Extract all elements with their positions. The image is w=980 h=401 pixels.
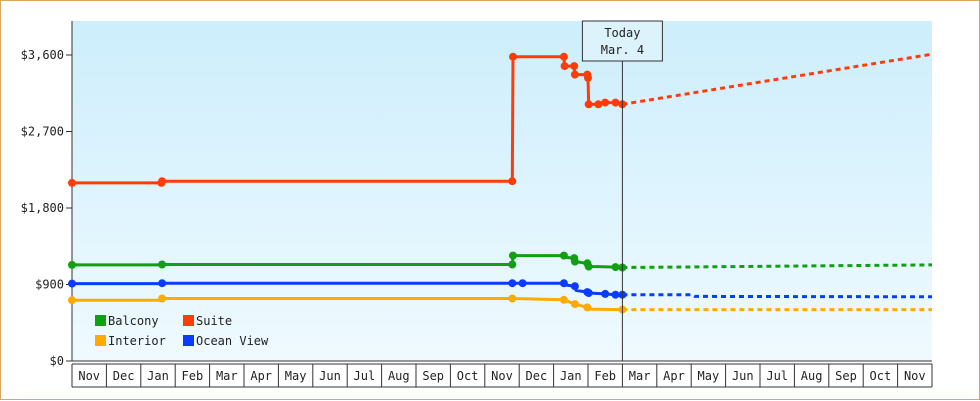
legend: Balcony Suite Interior Ocean View [95,314,269,348]
today-marker: Today Mar. 4 [581,20,663,361]
data-point[interactable] [611,263,620,272]
plot-area [72,21,932,361]
legend-label: Balcony [108,314,159,328]
x-tick-label: Dec [526,369,548,383]
x-tick-label: Sep [422,369,444,383]
x-tick-label: Mar [629,369,651,383]
data-point[interactable] [158,260,167,269]
data-point[interactable] [570,300,579,309]
series-interior [68,294,932,314]
legend-swatch [95,315,106,326]
data-point[interactable] [594,100,603,109]
forecast-line [622,52,933,106]
legend-label: Ocean View [196,334,269,348]
series-ocean-view [68,279,933,299]
x-tick-label: Apr [663,369,685,383]
y-tick-label: $900 [35,278,64,292]
data-point[interactable] [508,177,517,186]
x-tick-label: Jul [354,369,376,383]
data-point[interactable] [158,294,167,303]
data-point[interactable] [559,279,568,288]
x-tick-label: Aug [801,369,823,383]
data-point[interactable] [611,98,620,107]
data-point[interactable] [601,98,610,107]
data-point[interactable] [559,295,568,304]
legend-item-balcony[interactable]: Balcony [95,314,159,328]
data-point[interactable] [611,290,620,299]
x-tick-label: Nov [78,369,100,383]
x-axis: Nov Dec Jan Feb Mar Apr May Jun Jul Aug Sep Oct Nov D… [71,360,933,388]
legend-label: Interior [108,334,166,348]
data-point[interactable] [508,294,517,303]
data-point[interactable] [508,279,517,288]
data-point[interactable] [559,251,568,260]
legend-item-ocean-view[interactable]: Ocean View [183,334,269,348]
x-tick-label: Aug [388,369,410,383]
today-box [581,20,663,62]
data-point[interactable] [570,257,579,266]
data-point[interactable] [158,279,167,288]
legend-label: Suite [196,314,232,328]
legend-item-suite[interactable]: Suite [183,314,232,328]
y-tick-label: $2,700 [21,125,64,139]
x-tick-label: Jun [732,369,754,383]
x-tick-label: Apr [250,369,272,383]
data-point[interactable] [584,73,592,82]
legend-swatch [183,315,194,326]
today-label: Today [604,26,640,40]
y-tick-label: $3,600 [21,48,64,62]
x-tick-label: May [698,369,720,383]
x-tick-label: Sep [835,369,857,383]
data-point[interactable] [68,279,76,288]
legend-swatch [95,335,106,346]
y-axis: $0 $900 $1,800 $2,700 $3,600 [21,21,73,368]
data-point[interactable] [584,289,593,297]
data-point[interactable] [68,260,76,269]
data-point[interactable] [601,289,610,298]
legend-swatch [183,335,194,346]
data-point[interactable] [518,279,527,288]
forecast-line [622,293,933,299]
y-tick-label: $1,800 [21,201,64,215]
series-balcony [68,251,933,272]
x-tick-label: Feb [182,369,204,383]
x-tick-label: Oct [870,369,892,383]
data-point[interactable] [570,282,579,291]
x-tick-label: Jul [766,369,788,383]
data-point[interactable] [509,251,517,260]
today-date: Mar. 4 [601,43,644,57]
data-point[interactable] [158,177,167,186]
data-point[interactable] [583,303,592,312]
x-tick-label: Feb [594,369,616,383]
x-tick-label: Oct [457,369,479,383]
y-tick-label: $0 [50,354,64,368]
series-layer [68,52,933,314]
data-point[interactable] [570,70,579,79]
x-tick-label: Jan [147,369,169,383]
data-point[interactable] [570,62,579,71]
data-point[interactable] [68,178,76,187]
x-tick-label: Mar [216,369,238,383]
series-suite [68,52,933,187]
data-point[interactable] [559,52,568,61]
x-tick-label: Nov [904,369,926,383]
x-tick-label: Jun [319,369,341,383]
data-point[interactable] [584,100,593,109]
forecast-line [622,263,933,269]
x-tick-label: Dec [113,369,135,383]
x-tick-label: May [285,369,307,383]
data-point[interactable] [68,296,76,305]
data-point[interactable] [560,62,569,71]
legend-item-interior[interactable]: Interior [95,334,166,348]
x-tick-label: Nov [491,369,513,383]
data-point[interactable] [508,260,517,269]
data-point[interactable] [584,262,593,271]
x-tick-label: Jan [560,369,582,383]
data-point[interactable] [509,52,517,61]
